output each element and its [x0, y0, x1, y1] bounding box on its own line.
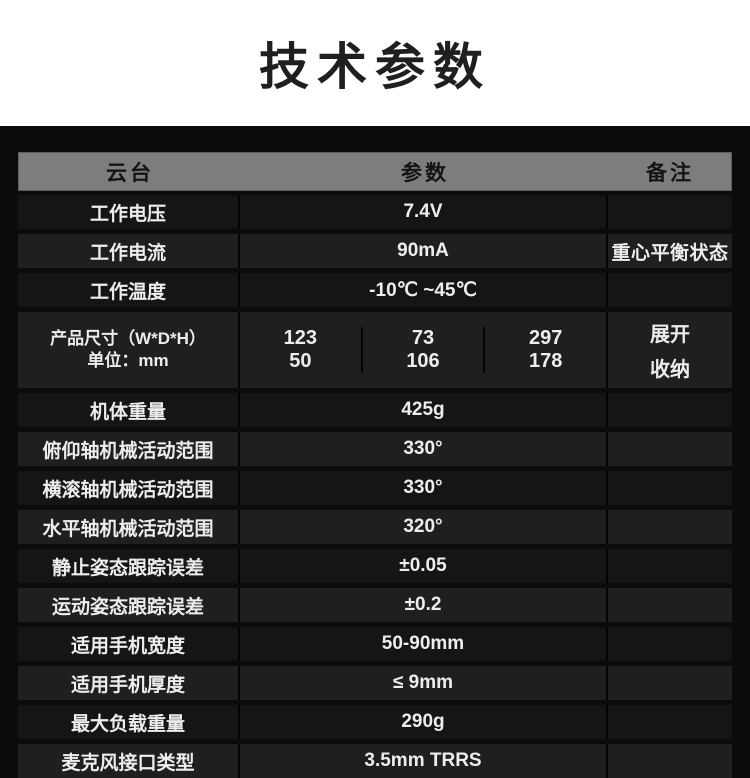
- row-label: 适用手机厚度: [18, 666, 240, 700]
- row-value: 320°: [240, 510, 608, 544]
- row-note: [608, 510, 732, 544]
- row-note: [608, 666, 732, 700]
- note-unfolded: 展开: [650, 324, 690, 346]
- table-row-max-load: 最大负载重量 290g: [18, 705, 732, 739]
- dimensions-depth-column: 73 106: [360, 327, 484, 373]
- dimensions-label-line2: 单位：mm: [87, 351, 169, 370]
- table-section: 云台 参数 备注 工作电压 7.4V 工作电流 90mA 重心平衡状态 工作温度…: [0, 126, 750, 778]
- table-row-current: 工作电流 90mA 重心平衡状态: [18, 234, 732, 268]
- table-row-pan-range: 水平轴机械活动范围 320°: [18, 510, 732, 544]
- row-label: 工作温度: [18, 273, 240, 307]
- table-row-temperature: 工作温度 -10℃ ~45℃: [18, 273, 732, 307]
- table-row-phone-width: 适用手机宽度 50-90mm: [18, 627, 732, 661]
- row-note: [608, 471, 732, 505]
- row-value: 50-90mm: [240, 627, 608, 661]
- row-value: 330°: [240, 471, 608, 505]
- row-label: 横滚轴机械活动范围: [18, 471, 240, 505]
- dimensions-width-column: 123 50: [240, 327, 361, 373]
- row-value: ±0.05: [240, 549, 608, 583]
- row-label: 麦克风接口类型: [18, 744, 240, 778]
- column-header-parameter: 参数: [401, 161, 449, 185]
- dimension-value: 178: [528, 350, 563, 372]
- row-label: 静止姿态跟踪误差: [18, 549, 240, 583]
- table-row-phone-thickness: 适用手机厚度 ≤ 9mm: [18, 666, 732, 700]
- dimension-value: 106: [406, 350, 440, 372]
- row-label: 工作电压: [18, 195, 240, 229]
- dimension-value: 297: [528, 327, 563, 349]
- table-row-voltage: 工作电压 7.4V: [18, 195, 732, 229]
- column-header-remark: 备注: [646, 161, 694, 185]
- row-value: 425g: [240, 393, 608, 427]
- dimension-value: 73: [411, 327, 435, 349]
- spec-table: 云台 参数 备注 工作电压 7.4V 工作电流 90mA 重心平衡状态 工作温度…: [18, 152, 732, 778]
- column-header-gimbal: 云台: [106, 161, 154, 185]
- table-row-roll-range: 横滚轴机械活动范围 330°: [18, 471, 732, 505]
- row-label: 工作电流: [18, 234, 240, 268]
- row-note: [608, 273, 732, 307]
- row-value: 7.4V: [240, 195, 608, 229]
- page-title: 技术参数: [259, 39, 491, 95]
- row-note: [608, 588, 732, 622]
- row-note: [608, 432, 732, 466]
- row-note: [608, 744, 732, 778]
- row-label: 机体重量: [18, 393, 240, 427]
- row-note: [608, 195, 732, 229]
- dimensions-height-column: 297 178: [483, 327, 606, 373]
- row-note: [608, 627, 732, 661]
- row-value: ±0.2: [240, 588, 608, 622]
- row-value: 330°: [240, 432, 608, 466]
- title-area: 技术参数: [0, 0, 750, 126]
- row-note: [608, 705, 732, 739]
- note-folded: 收纳: [650, 359, 690, 381]
- row-note: [608, 393, 732, 427]
- row-value: 3.5mm TRRS: [240, 744, 608, 778]
- row-value: 290g: [240, 705, 608, 739]
- table-row-dimensions: 产品尺寸（W*D*H） 单位：mm 123 50 73 106 297 178: [18, 312, 732, 388]
- row-value: ≤ 9mm: [240, 666, 608, 700]
- table-row-body-weight: 机体重量 425g: [18, 393, 732, 427]
- row-note: 重心平衡状态: [611, 242, 729, 264]
- table-header-row: 云台 参数 备注: [18, 152, 732, 191]
- table-row-mic-interface: 麦克风接口类型 3.5mm TRRS: [18, 744, 732, 778]
- dimensions-label-line1: 产品尺寸（W*D*H）: [50, 329, 206, 348]
- row-value: -10℃ ~45℃: [240, 273, 608, 307]
- row-label: 适用手机宽度: [18, 627, 240, 661]
- table-row-motion-error: 运动姿态跟踪误差 ±0.2: [18, 588, 732, 622]
- row-label: 运动姿态跟踪误差: [18, 588, 240, 622]
- dimensions-values: 123 50 73 106 297 178: [240, 312, 608, 388]
- dimensions-notes: 展开 收纳: [608, 312, 732, 388]
- row-note: [608, 549, 732, 583]
- row-label-dimensions: 产品尺寸（W*D*H） 单位：mm: [18, 312, 240, 388]
- row-label: 水平轴机械活动范围: [18, 510, 240, 544]
- table-row-pitch-range: 俯仰轴机械活动范围 330°: [18, 432, 732, 466]
- row-label: 最大负载重量: [18, 705, 240, 739]
- row-value: 90mA: [240, 234, 608, 268]
- row-label: 俯仰轴机械活动范围: [18, 432, 240, 466]
- dimension-value: 50: [289, 350, 312, 372]
- table-row-static-error: 静止姿态跟踪误差 ±0.05: [18, 549, 732, 583]
- dimension-value: 123: [283, 327, 318, 349]
